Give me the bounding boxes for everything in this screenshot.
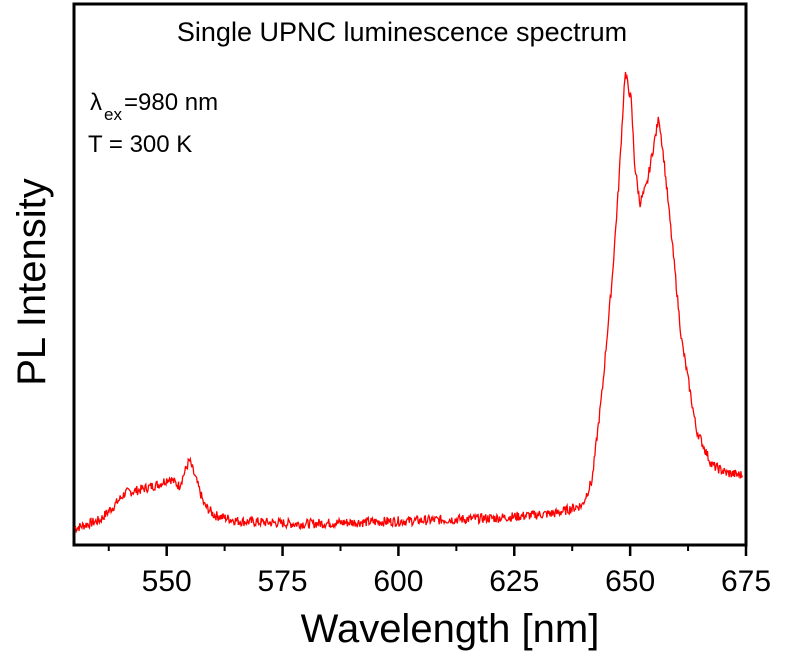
excitation-wavelength: =980 nm bbox=[124, 89, 218, 116]
chart-title: Single UPNC luminescence spectrum bbox=[177, 17, 627, 47]
x-tick-label: 675 bbox=[721, 565, 771, 598]
y-axis-label: PL Intensity bbox=[10, 178, 54, 386]
x-axis-label: Wavelength [nm] bbox=[301, 607, 600, 651]
x-axis-tick-labels: 550 575 600 625 650 675 bbox=[142, 565, 771, 598]
series-line-pl-spectrum bbox=[74, 71, 743, 534]
plot-frame bbox=[72, 2, 748, 547]
x-tick-label: 550 bbox=[142, 565, 192, 598]
lambda-subscript: ex bbox=[104, 105, 122, 124]
x-tick-label: 650 bbox=[605, 565, 655, 598]
lambda-symbol: λ bbox=[90, 89, 102, 116]
x-tick-label: 625 bbox=[489, 565, 539, 598]
excitation-annotation: λ ex =980 nm bbox=[90, 89, 218, 124]
x-axis-ticks bbox=[107, 545, 748, 556]
x-tick-label: 600 bbox=[373, 565, 423, 598]
temperature-annotation: T = 300 K bbox=[88, 131, 192, 158]
x-tick-label: 575 bbox=[258, 565, 308, 598]
